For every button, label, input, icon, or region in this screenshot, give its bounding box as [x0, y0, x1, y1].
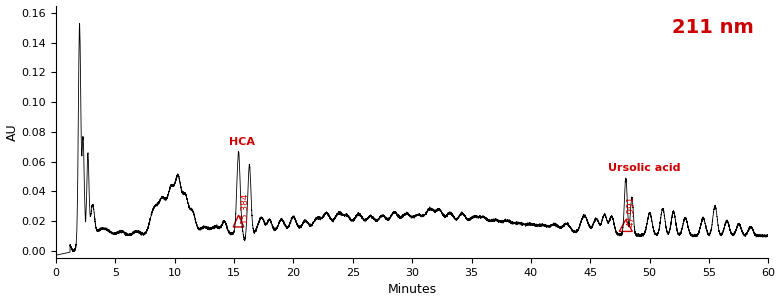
Y-axis label: AU: AU [5, 123, 19, 141]
X-axis label: Minutes: Minutes [387, 284, 437, 297]
Text: 211 nm: 211 nm [672, 18, 754, 37]
Text: 47.991: 47.991 [627, 195, 636, 227]
Text: HCA: HCA [229, 137, 255, 147]
Text: Ursolic acid: Ursolic acid [608, 163, 680, 173]
Text: 15.384: 15.384 [240, 191, 248, 223]
